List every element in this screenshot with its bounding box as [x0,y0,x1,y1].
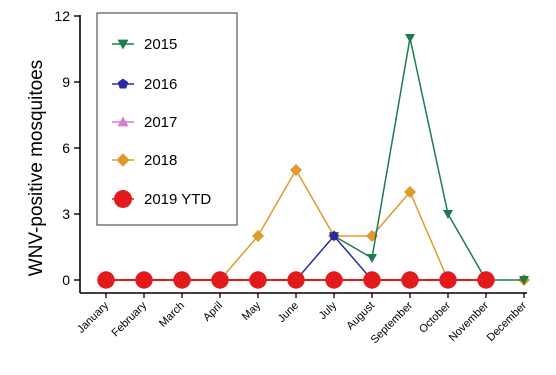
y-tick-label: 9 [62,74,70,90]
data-point [367,254,377,263]
x-tick-label: February [110,299,150,339]
y-axis-label: WNV-positive mosquitoes [26,60,47,276]
legend-marker [117,78,129,89]
x-tick-label: April [201,300,225,324]
legend-marker [116,153,130,167]
y-tick-label: 3 [62,206,70,222]
x-tick-label: July [317,299,340,322]
y-tick-label: 6 [62,140,70,156]
data-point [439,271,457,289]
data-point [252,230,264,242]
data-point [405,34,415,43]
legend-item: 2015 [112,36,177,53]
legend-item: 2017 [112,114,177,131]
x-tick-label: December [485,299,530,344]
legend-marker [117,116,129,127]
axes [79,15,527,294]
legend-label: 2017 [144,114,177,131]
series-line [333,37,524,281]
data-point [325,271,343,289]
data-point [477,271,495,289]
legend-item: 2019 YTD [112,190,211,208]
data-point [519,276,529,285]
legend-marker [117,39,129,50]
series-line [219,168,449,281]
legend-label: 2019 YTD [144,191,211,208]
data-point [135,271,153,289]
data-point [97,271,115,289]
data-point [287,271,305,289]
data-point [404,186,416,198]
x-tick-label: November [447,299,492,344]
data-point [329,231,339,241]
x-tick-label: January [75,299,112,336]
data-point [290,164,302,176]
legend-label: 2015 [144,36,177,53]
x-tick-label: August [344,300,377,333]
legend-label: 2018 [144,152,177,169]
x-tick-label: October [417,299,453,335]
data-point [401,271,419,289]
y-tick-label: 0 [62,272,70,288]
series-2019-ytd [97,271,495,289]
x-tick-label: June [276,300,301,325]
x-tick-label: May [240,299,264,323]
series-2018 [214,164,530,286]
legend-item: 2016 [112,76,177,93]
data-point [173,271,191,289]
y-tick-label: 12 [54,8,70,24]
data-point [363,271,381,289]
data-point [443,210,453,219]
x-tick-label: September [369,299,416,346]
data-point [211,271,229,289]
series-layer [97,34,530,289]
legend: 2015 2016 2017 2018 2019 YTD [96,12,238,226]
legend-item: 2018 [112,152,177,169]
y-ticks: 0 3 6 9 12 [54,8,80,288]
legend-marker [114,190,132,208]
series-2015 [329,34,529,285]
legend-label: 2016 [144,76,177,93]
x-tick-label: March [157,300,187,330]
data-point [249,271,267,289]
legend-box [96,12,238,226]
